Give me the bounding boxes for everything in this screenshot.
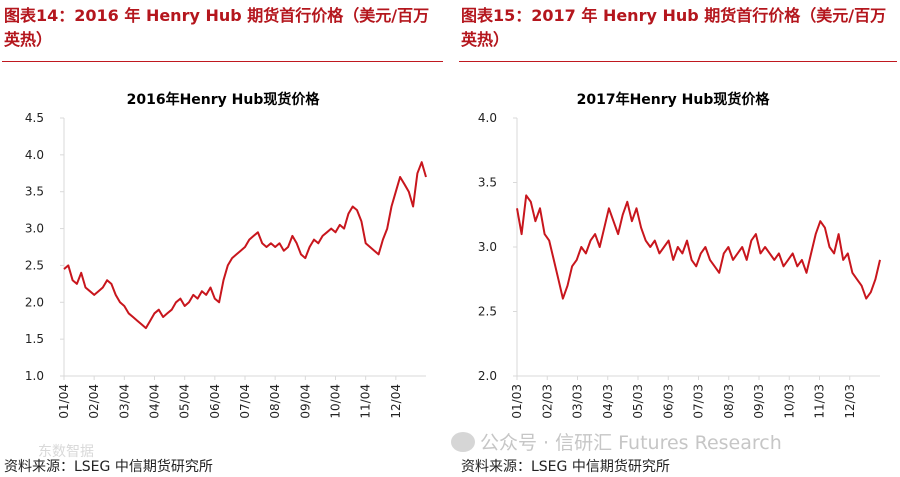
x-tick-label: 10/04	[329, 384, 343, 419]
x-tick-label: 11/04	[359, 384, 373, 419]
y-tick-label: 4.0	[25, 148, 44, 162]
y-tick-label: 4.0	[478, 111, 497, 125]
x-tick-label: 07/03	[692, 384, 706, 419]
y-tick-label: 3.0	[478, 240, 497, 254]
x-tick-label: 02/03	[540, 384, 554, 419]
y-tick-label: 3.5	[25, 185, 44, 199]
watermark: 公众号 · 信研汇 Futures Research	[451, 428, 782, 455]
y-tick-label: 2.0	[25, 295, 44, 309]
source-note-left: 资料来源：LSEG 中信期货研究所	[4, 459, 213, 475]
y-tick-label: 3.0	[25, 222, 44, 236]
y-tick-label: 1.5	[25, 332, 44, 346]
watermark-small: 东数智据	[38, 444, 94, 460]
chart-2017: 2017年Henry Hub现货价格 2.0 2.5 3.0 3.5 4.0 01/03 0…	[478, 91, 881, 419]
series-line	[63, 161, 427, 330]
y-tick-label: 2.5	[25, 258, 44, 272]
x-tick-label: 04/04	[148, 384, 162, 419]
x-tick-label: 12/03	[843, 384, 857, 419]
x-tick-label: 04/03	[601, 384, 615, 419]
x-tick-label: 01/04	[57, 384, 71, 419]
x-tick-label: 06/03	[661, 384, 675, 419]
title-divider-left	[2, 61, 443, 62]
x-tick-label: 12/04	[389, 384, 403, 419]
x-tick-label: 05/03	[631, 384, 645, 419]
x-tick-label: 02/04	[87, 384, 101, 419]
x-tick-label: 03/04	[117, 384, 131, 419]
x-tick-label: 07/04	[238, 384, 252, 419]
x-tick-label: 01/03	[510, 384, 524, 419]
x-tick-label: 05/04	[178, 384, 192, 419]
x-tick-label: 11/03	[813, 384, 827, 419]
y-tick-label: 1.0	[25, 369, 44, 383]
chart-title: 2017年Henry Hub现货价格	[577, 91, 771, 108]
x-tick-label: 08/03	[722, 384, 736, 419]
title-divider-right	[459, 61, 897, 62]
x-tick-label: 09/04	[298, 384, 312, 419]
y-tick-label: 3.5	[478, 176, 497, 190]
source-note-right: 资料来源：LSEG 中信期货研究所	[461, 459, 670, 475]
figure-title-14: 图表14：2016 年 Henry Hub 期货首行价格（美元/百万英热）	[4, 6, 430, 49]
y-tick-label: 2.5	[478, 305, 497, 319]
watermark-text: 公众号 · 信研汇 Futures Research	[480, 432, 782, 454]
x-tick-label: 03/03	[571, 384, 585, 419]
figure-title-15: 图表15：2017 年 Henry Hub 期货首行价格（美元/百万英热）	[461, 6, 887, 49]
chart-title: 2016年Henry Hub现货价格	[127, 91, 321, 108]
x-tick-label: 10/03	[782, 384, 796, 419]
chart-2016: 2016年Henry Hub现货价格 1.0 1.5 2.0 2.5 3.0 3.5 4.0…	[25, 91, 427, 419]
x-tick-label: 09/03	[752, 384, 766, 419]
series-line	[516, 194, 881, 300]
x-tick-label: 06/04	[208, 384, 222, 419]
y-tick-label: 4.5	[25, 111, 44, 125]
y-tick-label: 2.0	[478, 369, 497, 383]
x-tick-label: 08/04	[268, 384, 282, 419]
wechat-icon	[451, 432, 475, 452]
